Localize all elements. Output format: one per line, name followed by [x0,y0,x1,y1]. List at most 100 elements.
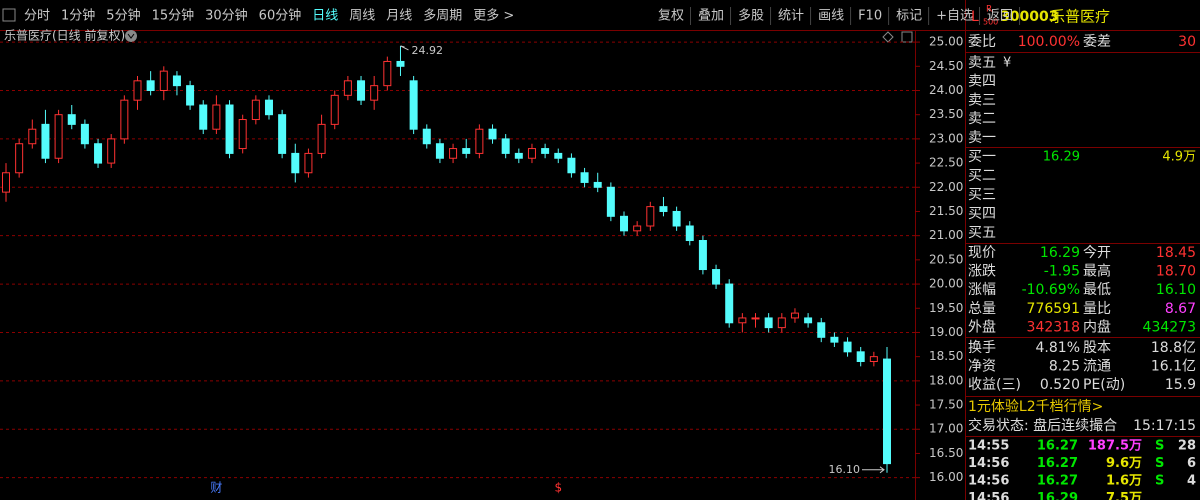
candle-body [186,85,195,106]
candle-body [146,80,155,91]
title-dropdown[interactable] [125,30,137,42]
period-tab[interactable]: 30分钟 [205,8,248,24]
tool-button[interactable]: 统计 [778,9,804,24]
tool-button[interactable]: 多股 [738,8,764,24]
stock-name: 乐普医疗 [1050,8,1110,26]
candle-body [159,70,168,91]
period-tab[interactable]: 日线 [312,9,338,24]
quote-label: 涨跌 [968,264,996,280]
tool-button[interactable]: 叠加 [698,9,724,24]
quote-label: 量比 [1083,301,1111,317]
trade-count: 28 [1178,439,1196,454]
badge: L [971,9,979,25]
quote-label: 委比 [968,34,996,50]
period-tab[interactable]: 多周期 [423,8,462,24]
period-tab[interactable]: 分时 [24,9,50,24]
bid-label: 买一 [968,149,996,165]
candle-body [370,85,379,101]
trade-price: 16.29 [1037,491,1078,500]
high-label: 24.92 [411,44,443,57]
period-tab[interactable]: 月线 [386,9,412,24]
candle-body [422,128,431,145]
tool-button[interactable]: 画线 [818,9,844,24]
trade-time: 14:56 [968,491,1009,500]
candle-body [238,119,247,150]
trade-price: 16.27 [1037,439,1078,454]
event-marker[interactable]: 财 [210,481,222,495]
trade-time: 14:55 [968,439,1009,454]
ask-label: 卖三 [968,92,996,108]
tool-button[interactable]: 返回 [987,9,1013,24]
menu-icon[interactable] [2,8,16,22]
candle-body [133,80,142,101]
candle-body [291,152,300,174]
stock-code: 300003 [1000,9,1058,25]
y-tick-label: 17.00 [929,422,963,436]
quote-label: 总量 [968,301,996,317]
trade-price: 16.27 [1037,456,1078,471]
chart-title: 乐普医疗(日线 前复权) [4,28,125,43]
period-tab[interactable]: 更多 > [473,8,514,24]
y-tick-label: 17.50 [929,398,963,412]
y-tick-label: 20.00 [929,277,963,291]
candle-body [580,172,589,183]
candle-body [28,128,37,145]
candle-body [54,114,63,159]
quote-label: 流通 [1083,359,1111,375]
candle-body [698,240,707,271]
candle-body [343,80,352,96]
y-tick-label: 23.00 [929,131,963,145]
tool-button[interactable]: 标记 [896,9,922,24]
y-tick-label: 19.00 [929,325,963,339]
candle-body [120,99,129,140]
candle-body [172,75,181,87]
badge-bottom: 500 [983,18,998,27]
period-tab[interactable]: 60分钟 [259,8,302,24]
ask-label: 卖五 [968,55,996,71]
ask-label: 卖一 [968,130,996,146]
quote-value: 434273 [1143,319,1196,335]
tool-button[interactable]: 复权 [658,8,684,24]
dropdown-arrow [127,33,135,39]
quote-label: 今开 [1083,245,1111,261]
ask-label: 卖四 [968,74,996,90]
period-tab[interactable]: 1分钟 [61,8,95,24]
candle-body [501,138,510,154]
tool-button[interactable]: F10 [858,9,882,24]
candle-body [107,138,116,164]
quote-value: 18.8亿 [1151,340,1196,356]
candle-body [80,123,89,145]
candle-body [330,94,339,125]
quote-value: 4.81% [1036,340,1080,356]
candle-body [712,269,721,285]
tool-button[interactable]: +自选 [936,9,973,24]
high-pointer [400,45,409,51]
promo-link[interactable]: 1元体验L2千档行情> [968,399,1103,415]
y-tick-label: 18.50 [929,349,963,363]
candle-body [357,80,366,101]
period-tab[interactable]: 周线 [349,9,375,24]
period-tab[interactable]: 15分钟 [152,8,195,24]
kline-chart: 16.00 16.50 17.00 17.50 18.00 18.50 19.00 19.50… [0,35,963,495]
candle-body [817,322,826,338]
y-tick-label: 19.50 [929,301,963,315]
candle-body [514,152,523,159]
candle-body [725,283,734,324]
quote-value: 776591 [1027,301,1080,317]
candle-body [396,60,405,67]
candle-body [2,172,10,193]
candle-body [659,206,668,212]
quote-value: 342318 [1027,319,1080,335]
quote-label: 内盘 [1083,318,1111,335]
quote-label: 换手 [968,339,996,356]
event-marker[interactable]: $ [554,481,562,495]
badge-top: R [986,5,992,15]
quote-value: 15.9 [1165,377,1196,393]
candle-body [317,123,326,154]
candle-body [856,351,865,362]
candle-body [462,148,471,154]
period-tab[interactable]: 5分钟 [106,8,140,24]
quote-panel: L R 500 300003 乐普医疗 委比 100.00% 委差 30 卖五卖四卖三卖… [965,5,1200,500]
bid-label: 买五 [968,225,996,241]
